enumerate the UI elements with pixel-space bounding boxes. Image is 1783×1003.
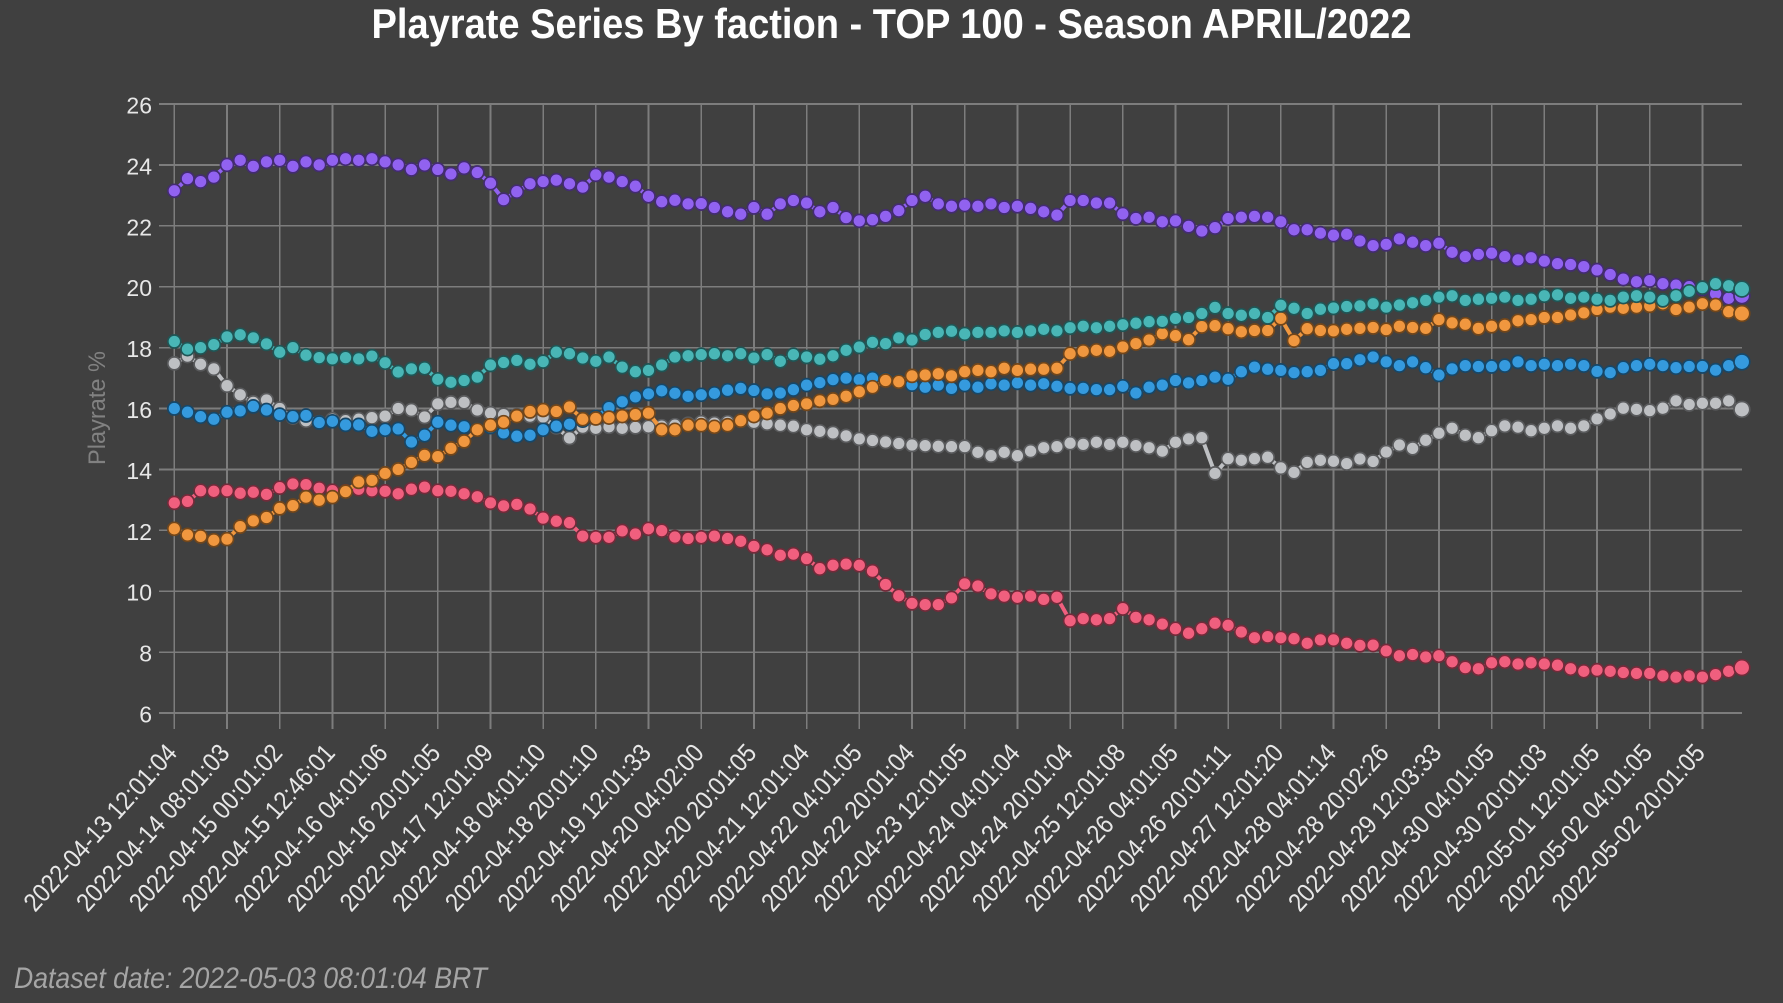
svg-text:18: 18 [126, 336, 152, 362]
svg-text:10: 10 [126, 580, 152, 606]
svg-text:16: 16 [126, 397, 152, 423]
svg-text:6: 6 [139, 702, 152, 728]
svg-text:22: 22 [126, 214, 152, 240]
svg-text:Dataset date: 2022-05-03 08:01: Dataset date: 2022-05-03 08:01:04 BRT [14, 962, 489, 995]
svg-text:20: 20 [126, 275, 152, 301]
svg-text:Playrate %: Playrate % [84, 351, 111, 465]
svg-text:14: 14 [126, 458, 152, 484]
svg-text:12: 12 [126, 519, 152, 545]
svg-text:Playrate Series By faction - T: Playrate Series By faction - TOP 100 - S… [372, 0, 1412, 47]
svg-text:8: 8 [139, 641, 152, 667]
svg-text:26: 26 [126, 93, 152, 119]
svg-text:24: 24 [126, 153, 152, 179]
